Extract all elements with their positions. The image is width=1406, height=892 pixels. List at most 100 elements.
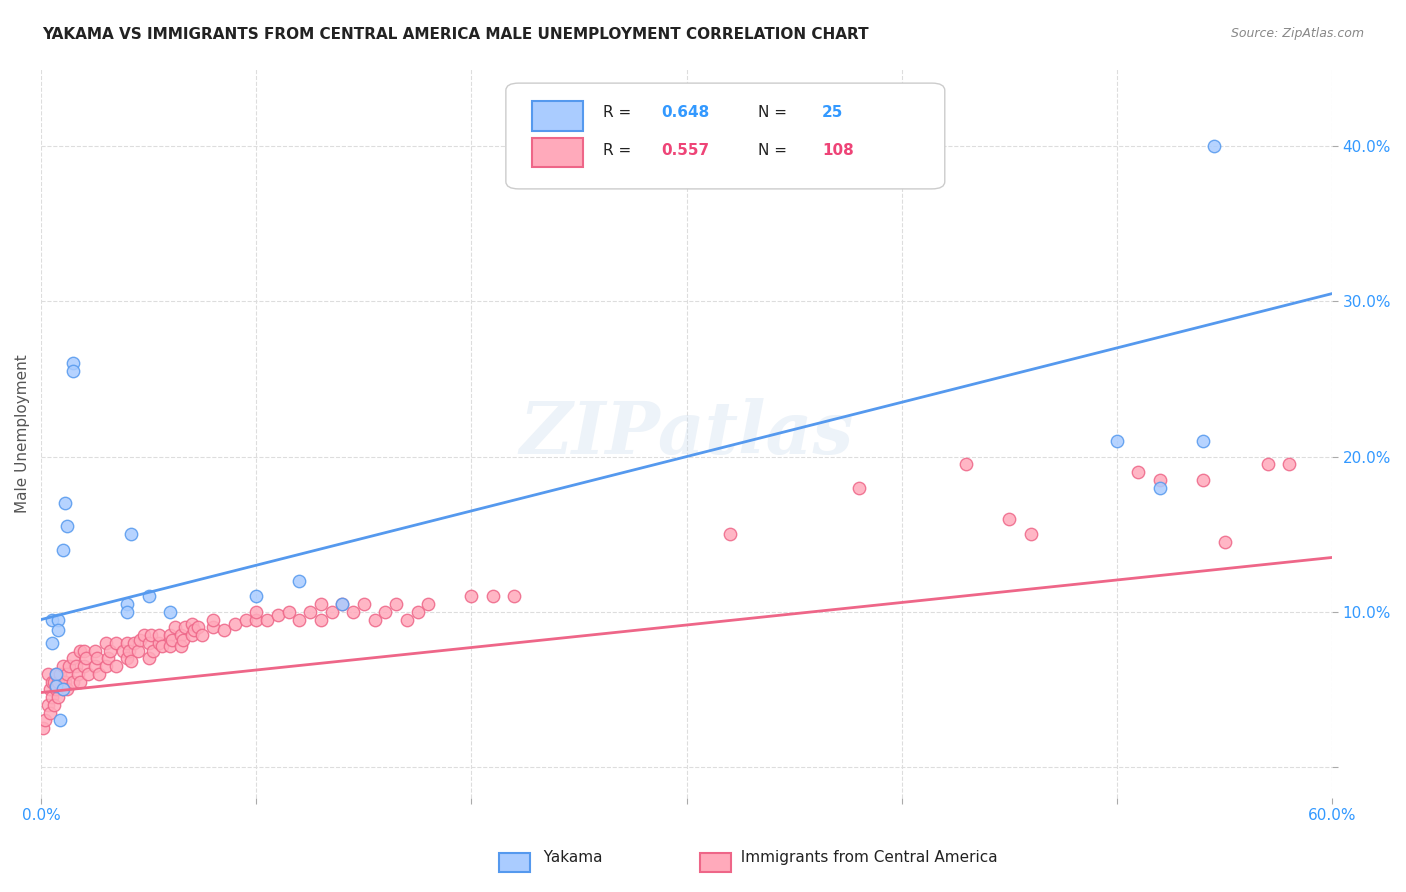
Point — [49, 714, 72, 728]
Point — [41, 636, 63, 650]
Point — [288, 613, 311, 627]
Point — [32, 721, 55, 735]
Point — [38, 682, 60, 697]
Text: Source: ZipAtlas.com: Source: ZipAtlas.com — [1230, 27, 1364, 40]
Point — [66, 666, 89, 681]
Point — [395, 613, 418, 627]
Point — [187, 620, 209, 634]
Point — [46, 690, 69, 705]
Point — [46, 674, 69, 689]
Point — [53, 674, 76, 689]
Point — [363, 613, 385, 627]
Point — [159, 639, 181, 653]
Point — [62, 674, 84, 689]
Point — [97, 651, 120, 665]
Point — [105, 659, 128, 673]
Point — [342, 605, 364, 619]
Point — [45, 666, 67, 681]
Point — [83, 659, 105, 673]
Point — [86, 651, 108, 665]
Point — [174, 620, 197, 634]
Point — [159, 605, 181, 619]
Point — [121, 655, 143, 669]
Point — [180, 628, 202, 642]
Point — [89, 666, 111, 681]
Point — [75, 651, 97, 665]
Point — [159, 628, 181, 642]
Point — [34, 714, 56, 728]
Point — [69, 674, 91, 689]
Point — [482, 589, 505, 603]
Point — [418, 597, 440, 611]
Point — [118, 643, 141, 657]
Point — [56, 666, 79, 681]
Point — [183, 624, 205, 638]
Point — [1149, 481, 1171, 495]
Point — [62, 651, 84, 665]
Point — [121, 527, 143, 541]
Point — [245, 589, 267, 603]
Point — [299, 605, 322, 619]
Point — [45, 682, 67, 697]
Point — [224, 617, 246, 632]
FancyBboxPatch shape — [506, 83, 945, 189]
Point — [148, 628, 170, 642]
Point — [38, 706, 60, 720]
Point — [288, 574, 311, 588]
Point — [134, 628, 156, 642]
Point — [56, 519, 79, 533]
Text: 0.557: 0.557 — [661, 143, 709, 158]
Text: Immigrants from Central America: Immigrants from Central America — [731, 850, 998, 865]
Point — [52, 659, 75, 673]
Point — [45, 679, 67, 693]
Point — [162, 632, 184, 647]
Point — [37, 698, 59, 712]
Point — [1202, 139, 1225, 153]
Point — [1128, 465, 1150, 479]
Point — [139, 628, 162, 642]
Point — [267, 607, 290, 622]
Point — [41, 690, 63, 705]
Point — [1149, 473, 1171, 487]
Point — [62, 364, 84, 378]
Point — [460, 589, 482, 603]
Point — [83, 643, 105, 657]
Point — [1105, 434, 1128, 448]
Point — [245, 605, 267, 619]
Point — [46, 624, 69, 638]
Point — [46, 613, 69, 627]
Point — [94, 659, 117, 673]
Text: ZIPatlas: ZIPatlas — [520, 398, 853, 469]
Point — [1278, 458, 1301, 472]
Point — [111, 643, 134, 657]
Point — [309, 613, 332, 627]
Point — [1019, 527, 1042, 541]
Text: 108: 108 — [823, 143, 853, 158]
Point — [42, 698, 65, 712]
Point — [127, 643, 149, 657]
Point — [170, 628, 193, 642]
Text: R =: R = — [603, 143, 636, 158]
Point — [52, 682, 75, 697]
Y-axis label: Male Unemployment: Male Unemployment — [15, 354, 30, 513]
Text: N =: N = — [758, 143, 792, 158]
Point — [115, 605, 138, 619]
Point — [1257, 458, 1279, 472]
Point — [955, 458, 977, 472]
Text: R =: R = — [603, 104, 636, 120]
Point — [503, 589, 526, 603]
Point — [37, 666, 59, 681]
Point — [150, 639, 173, 653]
Point — [277, 605, 299, 619]
Point — [212, 624, 235, 638]
Point — [62, 356, 84, 370]
Point — [848, 481, 870, 495]
Point — [65, 659, 87, 673]
Point — [180, 617, 202, 632]
Point — [41, 674, 63, 689]
Point — [235, 613, 257, 627]
Point — [105, 636, 128, 650]
Point — [115, 597, 138, 611]
Point — [309, 597, 332, 611]
Point — [330, 597, 353, 611]
